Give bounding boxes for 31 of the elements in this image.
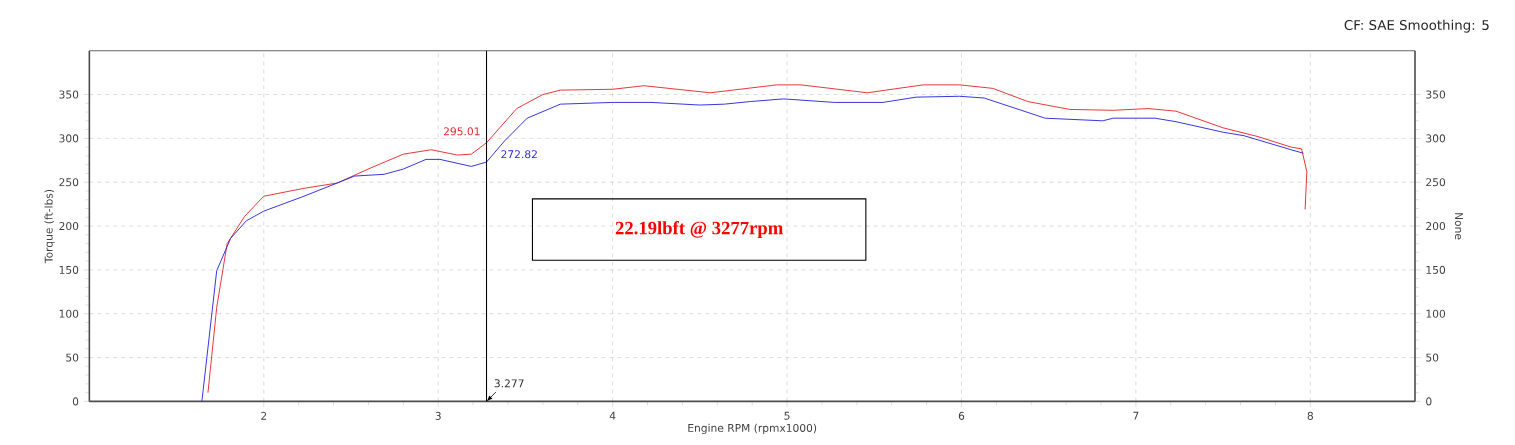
annotation: 272.82 — [501, 149, 537, 159]
text: CF: SAE Smoothing: 5 — [1344, 19, 1489, 33]
ref-line-label: 3.277 — [494, 379, 524, 388]
y2-axis-title: None — [1454, 212, 1463, 240]
y-tick-label: 250 — [59, 177, 79, 187]
x-tick-label: 3 — [435, 411, 441, 420]
x-tick-label: 7 — [1133, 411, 1139, 420]
y2-tick-label: 200 — [1426, 221, 1446, 230]
y-tick-label: 200 — [59, 221, 79, 230]
annotation: 295.01 — [443, 127, 480, 136]
y2-tick-label: 100 — [1426, 309, 1446, 318]
x-tick-label: 4 — [609, 411, 616, 420]
x-tick-label: 5 — [784, 411, 790, 420]
y-tick-label: 100 — [59, 309, 79, 318]
y-tick-label: 0 — [72, 397, 79, 406]
y2-tick-label: 300 — [1426, 134, 1446, 143]
y-axis-title: Torque (ft-lbs) — [44, 189, 55, 263]
y-tick-label: 50 — [66, 353, 79, 362]
y2-tick-label: 0 — [1426, 397, 1432, 406]
y2-tick-label: 150 — [1426, 265, 1446, 274]
y2-tick-label: 250 — [1426, 177, 1446, 187]
y2-tick-label: 350 — [1426, 90, 1446, 99]
y-tick-label: 350 — [59, 90, 79, 99]
x-tick-label: 6 — [958, 411, 965, 420]
x-tick-label: 8 — [1307, 411, 1313, 420]
y-tick-label: 300 — [59, 134, 79, 143]
annotation: 22.19lbft @ 3277rpm — [615, 220, 783, 238]
x-axis-title: Engine RPM (rpmx1000) — [688, 423, 817, 434]
y2-tick-label: 50 — [1426, 353, 1439, 362]
x-tick-label: 2 — [261, 411, 267, 420]
y-tick-label: 150 — [59, 265, 79, 274]
